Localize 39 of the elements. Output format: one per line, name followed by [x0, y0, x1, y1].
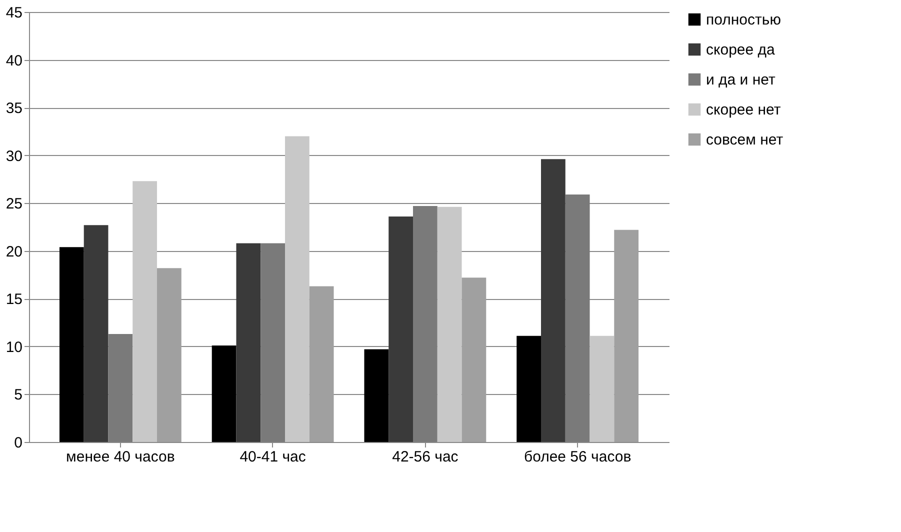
- bar: [413, 206, 438, 442]
- bar: [541, 159, 566, 442]
- x-tick-label: менее 40 часов: [66, 448, 175, 466]
- y-tick-label: 5: [14, 386, 22, 404]
- legend-label: скорее да: [706, 42, 776, 58]
- bar: [285, 136, 310, 442]
- bar: [260, 243, 285, 442]
- bar: [236, 243, 261, 442]
- bar: [157, 268, 182, 442]
- legend-label: и да и нет: [706, 72, 776, 88]
- bar: [84, 225, 108, 442]
- y-tick-label: 25: [6, 196, 22, 213]
- y-tick-label: 40: [6, 52, 22, 70]
- bar: [590, 336, 614, 442]
- y-tick-label: 45: [6, 4, 22, 22]
- y-tick-label: 0: [14, 434, 22, 452]
- bar: [59, 247, 84, 442]
- bar: [212, 345, 236, 442]
- bar: [437, 206, 462, 442]
- bar: [388, 216, 413, 442]
- legend-label: полностью: [706, 12, 781, 28]
- bar: [565, 194, 590, 442]
- bar: [614, 230, 639, 442]
- bar: [364, 349, 389, 442]
- x-tick-label: 40-41 час: [240, 448, 306, 466]
- bar: [132, 181, 157, 442]
- legend-label: скорее нет: [706, 102, 781, 118]
- bar: [108, 334, 133, 442]
- y-tick-label: 20: [6, 243, 22, 260]
- x-tick-label: более 56 часов: [524, 448, 632, 466]
- x-tick-label: 42-56 час: [392, 448, 459, 466]
- bar: [516, 336, 541, 442]
- legend-label: совсем нет: [706, 132, 784, 148]
- y-tick-label: 35: [6, 100, 22, 118]
- y-tick-label: 15: [6, 291, 22, 308]
- y-tick-label: 10: [6, 338, 22, 356]
- bar: [309, 286, 334, 442]
- y-tick-label: 30: [6, 148, 22, 165]
- bar: [462, 278, 486, 442]
